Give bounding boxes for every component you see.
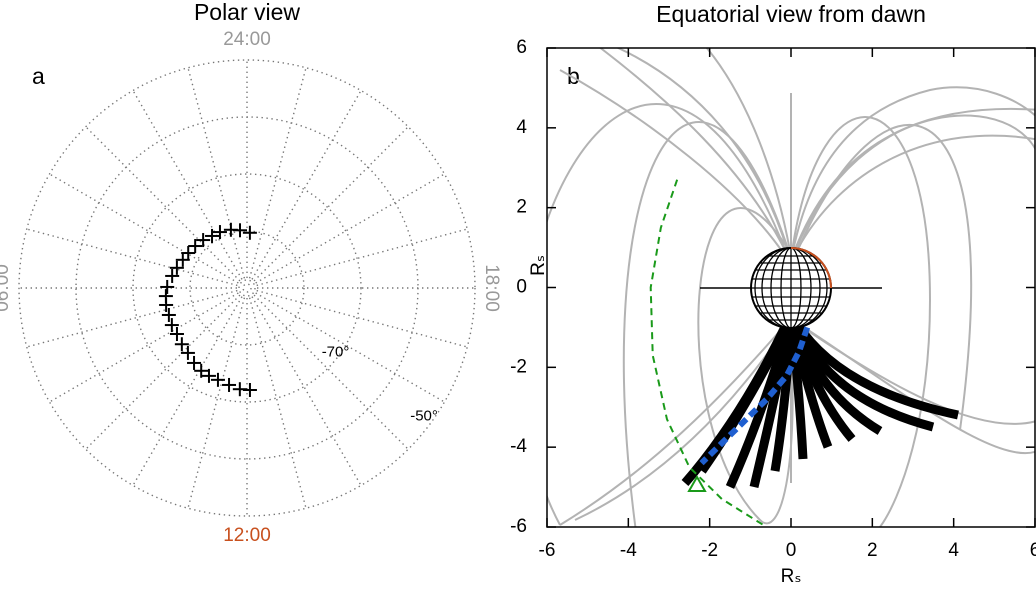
series-layer	[649, 179, 811, 527]
y-tick-label: -2	[510, 356, 527, 377]
y-axis-label: Rₛ	[528, 255, 549, 276]
y-tick-label: 4	[516, 117, 527, 138]
grid-ring	[18, 59, 476, 517]
x-tick-label: 4	[948, 540, 959, 561]
crossing-point	[161, 307, 176, 322]
crossing-point	[165, 268, 180, 283]
x-tick-label: 0	[786, 540, 797, 561]
crossing-point	[169, 260, 184, 275]
crossing-point	[212, 225, 227, 240]
spoke	[251, 90, 362, 280]
pole-ring	[238, 279, 256, 297]
panel-label: a	[32, 63, 45, 89]
x-tick-label: -4	[620, 540, 637, 561]
crossing-point	[201, 368, 216, 383]
x-tick-label: 2	[867, 540, 878, 561]
crossing-point	[174, 337, 189, 352]
x-axis-label: Rₛ	[781, 566, 802, 587]
spoke	[251, 296, 362, 486]
spoke	[256, 228, 468, 287]
crossing-point	[160, 279, 175, 294]
polar-panel: 24:00 06:00 12:00 18:00 -70° -50°	[0, 29, 502, 546]
spoke	[132, 296, 243, 486]
trajectory-line	[649, 179, 768, 527]
crossing-point	[205, 228, 220, 243]
hour-label: 12:00	[223, 525, 271, 546]
y-tick-label: -6	[510, 516, 527, 537]
crossing-point	[169, 327, 184, 342]
position-marker	[687, 474, 707, 492]
grid-ring	[132, 173, 362, 403]
hour-label: 24:00	[223, 29, 271, 50]
spoke	[187, 67, 246, 279]
crossing-point	[210, 372, 225, 387]
spoke	[85, 126, 241, 282]
spoke	[26, 289, 238, 348]
spoke	[255, 173, 445, 284]
spoke	[85, 294, 241, 450]
x-tick-label: -2	[701, 540, 718, 561]
crossing-point	[175, 252, 190, 267]
equatorial-panel: -6 -4 -2 0 2 4 6 -6 -4 -2 0 2 4 6 Rₛ Rₛ	[510, 37, 1036, 587]
crossing-point	[194, 363, 209, 378]
panel-label: b	[567, 63, 580, 89]
crossing-point	[222, 377, 237, 392]
crossing-point	[180, 345, 195, 360]
field-lines	[547, 48, 1035, 527]
crossing-point	[242, 225, 257, 240]
hour-label: 18:00	[481, 264, 502, 312]
spoke	[26, 228, 238, 287]
y-tick-label: 0	[516, 277, 527, 298]
spoke	[132, 90, 243, 280]
x-tick-label: -6	[539, 540, 556, 561]
panel-title: Equatorial view from dawn	[656, 1, 926, 27]
crossing-point	[223, 222, 238, 237]
spoke	[253, 294, 409, 450]
crossing-point	[188, 239, 203, 254]
spoke	[253, 126, 409, 282]
crossing-point	[187, 355, 202, 370]
crossing-point	[164, 318, 179, 333]
planet	[700, 247, 882, 329]
latitude-label: -70°	[322, 343, 350, 360]
crossing-point	[242, 382, 257, 397]
spoke	[49, 292, 239, 403]
y-tick-label: 6	[516, 37, 527, 58]
trajectory-line	[699, 326, 811, 466]
y-tick-label: 2	[516, 197, 527, 218]
spoke	[255, 292, 445, 403]
crossing-point	[159, 297, 174, 312]
panel-title: Polar view	[194, 0, 300, 25]
spoke	[248, 67, 307, 279]
grid-ring	[189, 230, 305, 346]
x-tick-label: 6	[1030, 540, 1036, 561]
grid-ring	[75, 116, 419, 460]
spoke	[49, 173, 239, 284]
y-tick-label: -4	[510, 436, 527, 457]
spoke	[256, 289, 468, 348]
crossing-point	[196, 233, 211, 248]
spoke	[248, 297, 307, 509]
spoke	[187, 297, 246, 509]
latitude-label: -50°	[410, 408, 438, 425]
pole-ring	[242, 283, 252, 293]
hour-label: 06:00	[0, 264, 13, 312]
